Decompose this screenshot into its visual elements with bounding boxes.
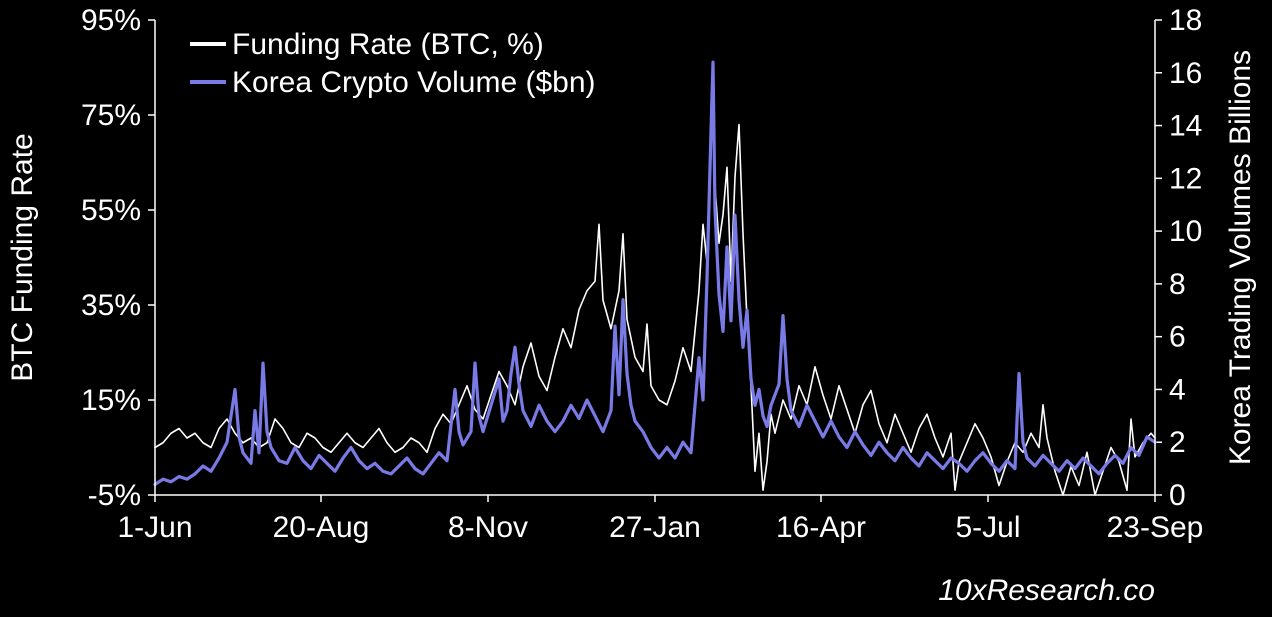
y-left-tick-label: 55% bbox=[81, 194, 141, 227]
x-tick-label: 23-Sep bbox=[1107, 511, 1204, 544]
legend-label: Funding Rate (BTC, %) bbox=[232, 28, 544, 61]
y-left-tick-label: 95% bbox=[81, 4, 141, 37]
chart-container: -5% 15% 35% 55% 75% 95% 0 2 4 6 8 10 12 14 16 18 1-Jun 20… bbox=[0, 0, 1272, 617]
y-left-tick-label: 35% bbox=[81, 289, 141, 322]
y-right-axis-title: Korea Trading Volumes Billions bbox=[1224, 50, 1257, 465]
x-tick-label: 27-Jan bbox=[609, 511, 701, 544]
y-right-tick-label: 0 bbox=[1169, 479, 1186, 512]
x-tick-label: 5-Jul bbox=[955, 511, 1020, 544]
y-right-tick-label: 4 bbox=[1169, 373, 1186, 406]
chart-svg: -5% 15% 35% 55% 75% 95% 0 2 4 6 8 10 12 14 16 18 1-Jun 20… bbox=[0, 0, 1272, 617]
y-right-tick-label: 2 bbox=[1169, 426, 1186, 459]
y-right-tick-label: 10 bbox=[1169, 215, 1202, 248]
x-tick-label: 8-Nov bbox=[448, 511, 528, 544]
x-tick-label: 20-Aug bbox=[273, 511, 370, 544]
y-right-tick-label: 18 bbox=[1169, 4, 1202, 37]
y-right-tick-label: 12 bbox=[1169, 162, 1202, 195]
y-right-tick-label: 6 bbox=[1169, 321, 1186, 354]
y-left-tick-label: 75% bbox=[81, 99, 141, 132]
credit-text: 10xResearch.co bbox=[938, 574, 1155, 607]
x-tick-label: 1-Jun bbox=[117, 511, 192, 544]
y-left-tick-label: 15% bbox=[81, 384, 141, 417]
y-right-tick-label: 16 bbox=[1169, 57, 1202, 90]
y-left-tick-label: -5% bbox=[88, 479, 141, 512]
y-right-tick-label: 8 bbox=[1169, 268, 1186, 301]
x-tick-label: 16-Apr bbox=[776, 511, 866, 544]
legend-label: Korea Crypto Volume ($bn) bbox=[232, 66, 596, 99]
y-left-axis-title: BTC Funding Rate bbox=[6, 133, 39, 381]
y-right-tick-label: 14 bbox=[1169, 110, 1202, 143]
